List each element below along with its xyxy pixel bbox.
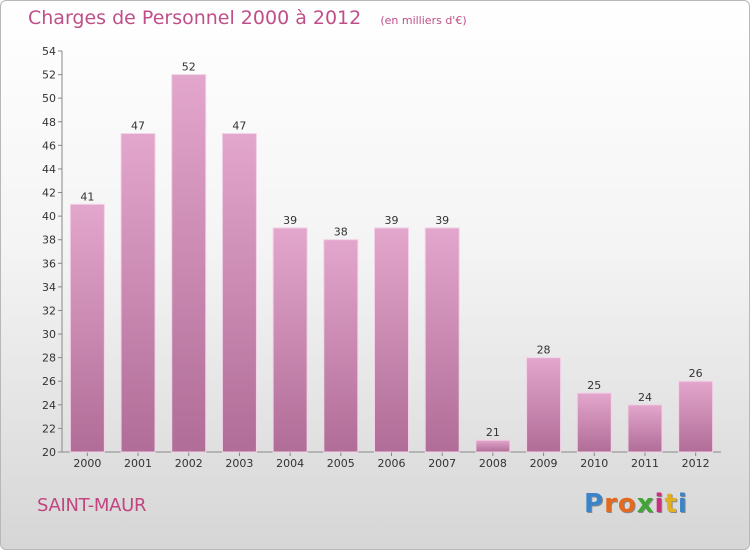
x-tick-label-2007: 2007 (428, 457, 456, 470)
x-tick-label-2002: 2002 (175, 457, 203, 470)
chart-title: Charges de Personnel 2000 à 2012 (28, 7, 362, 29)
y-tick-label: 44 (42, 163, 56, 176)
value-label-2012: 26 (689, 367, 703, 380)
bar-2011 (627, 404, 663, 453)
y-tick-label: 34 (42, 281, 56, 294)
logo-letter: t (664, 489, 678, 519)
y-tick-label: 50 (42, 92, 56, 105)
bar-2007 (424, 227, 460, 453)
value-label-2005: 38 (334, 226, 348, 239)
y-tick-label: 52 (42, 69, 56, 82)
y-tick-label: 38 (42, 234, 56, 247)
y-tick-label: 48 (42, 116, 56, 129)
y-tick-label: 24 (42, 399, 56, 412)
bar-2008 (475, 439, 511, 453)
value-label-2003: 47 (232, 120, 246, 133)
y-tick-label: 40 (42, 210, 56, 223)
x-tick-label-2006: 2006 (378, 457, 406, 470)
y-tick-label: 30 (42, 328, 56, 341)
bar-2009 (526, 357, 562, 453)
value-label-2002: 52 (182, 61, 196, 74)
location-label: SAINT-MAUR (37, 495, 147, 516)
x-tick-label-2001: 2001 (124, 457, 152, 470)
value-label-2000: 41 (80, 190, 94, 203)
bar-2010 (576, 392, 612, 453)
x-tick-label-2011: 2011 (631, 457, 659, 470)
y-tick-label: 26 (42, 375, 56, 388)
value-label-2001: 47 (131, 120, 145, 133)
x-tick-label-2005: 2005 (327, 457, 355, 470)
logo-letter: i (677, 489, 688, 519)
proxiti-logo: Proxiti (584, 489, 688, 519)
value-label-2009: 28 (537, 344, 551, 357)
x-tick-label-2009: 2009 (530, 457, 558, 470)
y-tick-label: 22 (42, 422, 56, 435)
y-tick-label: 32 (42, 304, 56, 317)
y-tick-label: 54 (42, 45, 56, 58)
x-axis: 2000 2001 2002 2003 2004 2005 2006 2007 2008 2009… (62, 451, 721, 470)
x-tick-label-2004: 2004 (276, 457, 304, 470)
x-tick-label-2010: 2010 (580, 457, 608, 470)
bar-2003 (221, 133, 257, 453)
bar-2004 (272, 227, 308, 453)
x-tick-label-2000: 2000 (73, 457, 101, 470)
value-label-2006: 39 (385, 214, 399, 227)
value-label-2011: 24 (638, 391, 652, 404)
title-row: Charges de Personnel 2000 à 2012 (en mil… (28, 7, 467, 29)
bar-2006 (374, 227, 409, 453)
chart-unit: (en milliers d'€) (380, 14, 467, 27)
value-label-2008: 21 (486, 426, 500, 439)
value-label-2010: 25 (587, 379, 601, 392)
bar-2001 (120, 133, 156, 453)
bar-2005 (323, 239, 359, 453)
x-tick-label-2008: 2008 (479, 457, 507, 470)
value-labels: 41 47 52 47 39 38 39 39 21 28 25 24 26 (80, 61, 702, 440)
y-tick-label: 28 (42, 352, 56, 365)
bars (69, 74, 714, 453)
logo-letter: i (654, 489, 665, 519)
bar-2002 (171, 74, 207, 453)
logo-letter: P (584, 489, 605, 519)
y-tick-label: 42 (42, 187, 56, 200)
bar-2012 (678, 380, 714, 453)
logo-letter: o (617, 489, 637, 519)
value-label-2004: 39 (283, 214, 297, 227)
logo-letter: x (636, 489, 655, 519)
value-label-2007: 39 (435, 214, 449, 227)
logo-letter: r (604, 489, 618, 519)
y-tick-label: 46 (42, 139, 56, 152)
y-tick-label: 20 (42, 446, 56, 459)
y-tick-label: 36 (42, 257, 56, 270)
x-tick-label-2003: 2003 (225, 457, 253, 470)
x-tick-label-2012: 2012 (682, 457, 710, 470)
bar-2000 (69, 203, 105, 453)
y-axis: 20 22 24 26 28 30 32 34 36 38 40 42 44 46 48 50 52 54 (42, 45, 63, 459)
